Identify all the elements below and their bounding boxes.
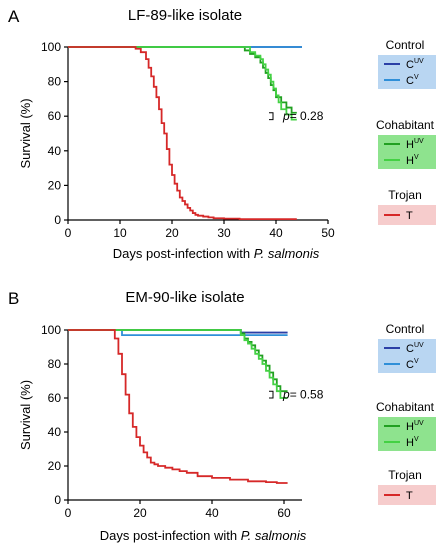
x-axis-title: Days post-infection with P. salmonis <box>113 246 320 261</box>
legend-label-superscript: UV <box>414 420 424 427</box>
legend-group-background <box>378 339 436 373</box>
x-axis-title-species: P. salmonis <box>241 528 307 543</box>
x-tick-label: 0 <box>65 226 72 240</box>
legend-label-letter: C <box>406 343 414 355</box>
panel-label: A <box>8 7 20 26</box>
p-value-bracket <box>269 390 274 399</box>
y-tick-label: 100 <box>41 323 61 337</box>
legend-group-title: Trojan <box>388 188 422 202</box>
legend-label: HV <box>406 154 419 167</box>
p-value-symbol: p <box>282 109 290 123</box>
x-axis-title-prefix: Days post-infection with <box>100 528 241 543</box>
legend-label: CUV <box>406 342 424 355</box>
legend-label: CV <box>406 74 419 87</box>
x-tick-label: 10 <box>113 226 127 240</box>
legend-group-title: Trojan <box>388 468 422 482</box>
legend-group-title: Control <box>386 322 425 336</box>
p-value-annotation: p= 0.58 <box>282 388 324 402</box>
legend-label-letter: T <box>406 210 413 222</box>
legend-group-title: Cohabitant <box>376 400 435 414</box>
legend-label-letter: C <box>406 359 414 371</box>
legend-group-background <box>378 55 436 89</box>
legend-group-background <box>378 135 436 169</box>
chart-title: EM-90-like isolate <box>125 289 244 306</box>
legend-group-background <box>378 417 436 451</box>
p-value-text: = 0.58 <box>290 388 324 402</box>
legend-group-title: Control <box>386 38 425 52</box>
legend-label-superscript: UV <box>414 138 424 145</box>
chart-panel-b: B EM-90-like isolate 0 20 40 60 0 20 40 60 80 100 Su… <box>8 289 436 543</box>
legend-label-letter: H <box>406 155 414 167</box>
x-tick-label: 60 <box>277 506 291 520</box>
x-tick-label: 40 <box>269 226 283 240</box>
p-value-annotation: p= 0.28 <box>282 109 324 123</box>
series-line-hv-3 <box>68 329 288 399</box>
legend-label-superscript: V <box>414 74 419 81</box>
y-axis-title: Survival (%) <box>18 98 33 168</box>
legend-group-title: Cohabitant <box>376 118 435 132</box>
legend-label: HV <box>406 436 419 449</box>
legend-label-letter: H <box>406 421 414 433</box>
legend-label-superscript: V <box>414 436 419 443</box>
series-line-t-4 <box>68 329 288 484</box>
y-tick-label: 20 <box>48 178 62 192</box>
legend-label-letter: T <box>406 490 413 502</box>
x-axis-title: Days post-infection with P. salmonis <box>100 528 307 543</box>
legend-group-background <box>378 485 436 505</box>
legend-label-letter: C <box>406 59 414 71</box>
legend-label: HUV <box>406 138 424 151</box>
x-tick-label: 20 <box>165 226 179 240</box>
p-value-bracket <box>269 112 274 121</box>
legend-label: CV <box>406 358 419 371</box>
legend-label-superscript: V <box>414 154 419 161</box>
p-value-text: = 0.28 <box>290 109 324 123</box>
series-line-hv-3 <box>68 46 297 121</box>
y-tick-label: 80 <box>48 357 62 371</box>
chart-title: LF-89-like isolate <box>128 7 242 24</box>
y-tick-label: 60 <box>48 391 62 405</box>
series-line-huv-2 <box>68 46 297 114</box>
legend-label-superscript: UV <box>414 58 424 65</box>
x-axis-title-species: P. salmonis <box>254 246 320 261</box>
panel-label: B <box>8 289 19 308</box>
legend-group-background <box>378 205 436 225</box>
legend-label: CUV <box>406 58 424 71</box>
p-value-symbol: p <box>282 388 290 402</box>
y-tick-label: 40 <box>48 425 62 439</box>
legend-label-letter: H <box>406 139 414 151</box>
x-tick-label: 20 <box>133 506 147 520</box>
y-axis-title: Survival (%) <box>18 380 33 450</box>
y-tick-label: 0 <box>54 213 61 227</box>
x-tick-label: 40 <box>205 506 219 520</box>
y-tick-label: 0 <box>54 493 61 507</box>
x-axis-title-prefix: Days post-infection with <box>113 246 254 261</box>
x-tick-label: 0 <box>65 506 72 520</box>
legend-label-letter: H <box>406 437 414 449</box>
y-tick-label: 60 <box>48 109 62 123</box>
legend-label: T <box>406 490 413 502</box>
series-line-t-4 <box>68 46 297 221</box>
y-tick-label: 100 <box>41 40 61 54</box>
chart-panel-a: A LF-89-like isolate 0 10 20 30 40 50 0 20 40 60 80 1… <box>8 7 436 261</box>
legend-label-superscript: UV <box>414 342 424 349</box>
y-tick-label: 40 <box>48 144 62 158</box>
legend-label-superscript: V <box>414 358 419 365</box>
y-tick-label: 20 <box>48 459 62 473</box>
legend-label: HUV <box>406 420 424 433</box>
x-tick-label: 30 <box>217 226 231 240</box>
y-tick-label: 80 <box>48 75 62 89</box>
legend-label-letter: C <box>406 75 414 87</box>
x-tick-label: 50 <box>321 226 335 240</box>
series-line-huv-2 <box>68 329 288 393</box>
legend-label: T <box>406 210 413 222</box>
